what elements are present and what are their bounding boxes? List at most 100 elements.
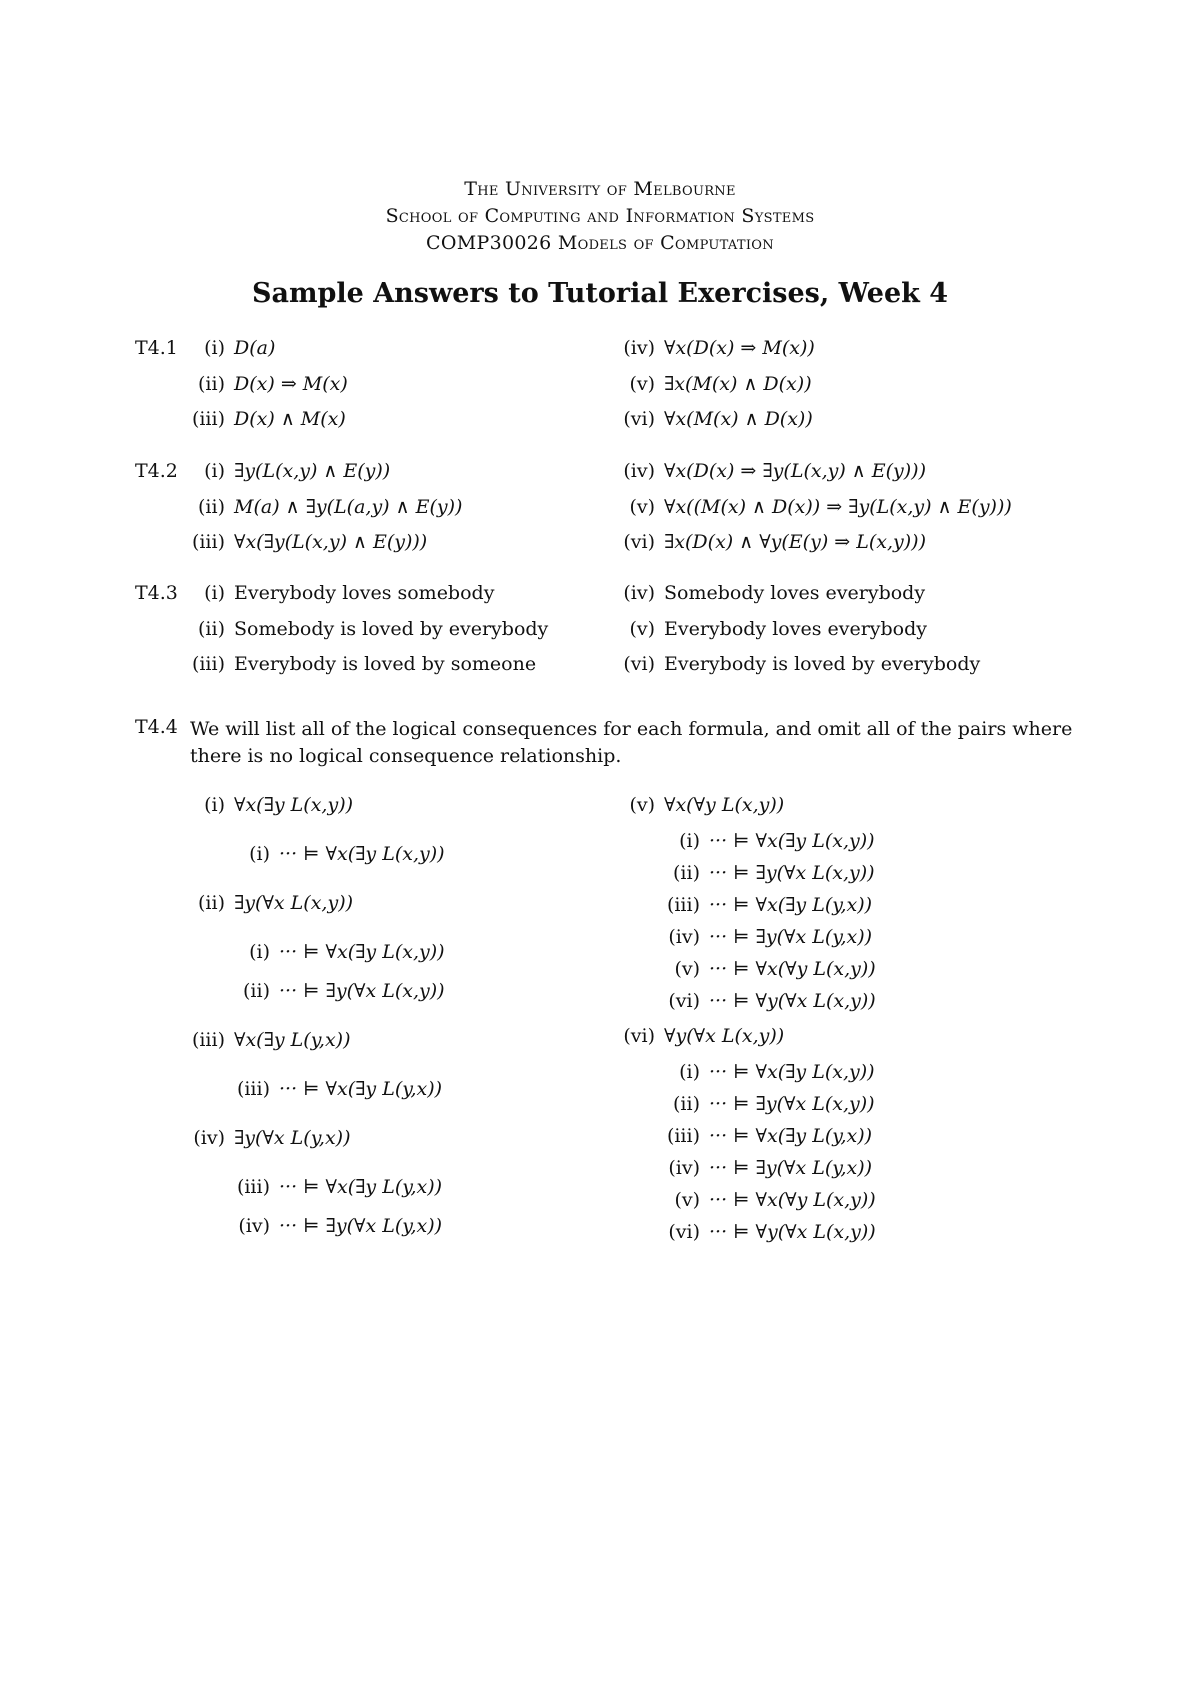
item-number: (iii) — [191, 408, 225, 430]
item-answer: Everybody is loved by someone — [234, 653, 537, 675]
consequence-number: (vi) — [668, 990, 700, 1012]
consequence: ··· ⊨ ∃y(∀x L(x,y)) — [279, 980, 445, 1002]
consequence: ··· ⊨ ∃y(∀x L(y,x)) — [709, 926, 873, 948]
item-number: (vi) — [623, 531, 655, 553]
item-number: (i) — [204, 582, 225, 604]
consequence: ··· ⊨ ∀x(∃y L(x,y)) — [279, 941, 445, 963]
formula-number: (iii) — [191, 1029, 225, 1051]
item-answer: D(x) ⇒ M(x) — [234, 372, 348, 395]
item-number: (v) — [629, 617, 655, 640]
item-answer: ∃x(D(x) ∧ ∀y(E(y) ⇒ L(x,y))) — [664, 531, 926, 553]
consequence: ··· ⊨ ∀y(∀x L(x,y)) — [709, 1221, 876, 1243]
consequence-number: (i) — [679, 830, 700, 852]
university-name: The University of Melbourne — [464, 178, 736, 200]
item-number: (vi) — [623, 653, 655, 675]
consequence-number: (ii) — [673, 862, 700, 884]
item-answer: Somebody is loved by everybody — [234, 617, 549, 640]
formula: ∃y(∀x L(x,y)) — [234, 892, 354, 914]
section-label: T4.1 — [135, 337, 178, 359]
consequence: ··· ⊨ ∀x(∃y L(x,y)) — [279, 843, 445, 865]
formula-item: (i) ∀x(∃y L(x,y)) — [175, 794, 353, 816]
consequence: ··· ⊨ ∀x(∃y L(y,x)) — [279, 1078, 443, 1100]
answer-item: (vi) ∃x(D(x) ∧ ∀y(E(y) ⇒ L(x,y))) — [605, 531, 926, 553]
consequence: ··· ⊨ ∀x(∃y L(y,x)) — [709, 894, 873, 916]
item-answer: ∀x((M(x) ∧ D(x)) ⇒ ∃y(L(x,y) ∧ E(y))) — [664, 495, 1012, 518]
item-answer: Everybody loves everybody — [664, 617, 928, 640]
section-label: T4.3 — [135, 582, 178, 604]
formula-item: (vi) ∀y(∀x L(x,y)) — [605, 1025, 784, 1047]
item-number: (i) — [204, 337, 225, 359]
consequence: ··· ⊨ ∀x(∃y L(y,x)) — [709, 1125, 873, 1147]
consequence-number: (iv) — [668, 1157, 700, 1179]
answer-item: (i) ∃y(L(x,y) ∧ E(y)) — [175, 460, 390, 482]
item-answer: ∀x(D(x) ⇒ ∃y(L(x,y) ∧ E(y))) — [664, 460, 926, 482]
item-number: (iv) — [623, 582, 655, 604]
consequence-number: (ii) — [673, 1093, 700, 1115]
item-number: (iv) — [623, 337, 655, 359]
item-answer: ∀x(∃y(L(x,y) ∧ E(y))) — [234, 531, 428, 553]
item-number: (v) — [629, 372, 655, 395]
consequence-number: (iv) — [668, 926, 700, 948]
answer-item: (iii) Everybody is loved by someone — [175, 653, 536, 675]
answer-item: (v) Everybody loves everybody — [605, 618, 927, 640]
item-answer: Everybody loves somebody — [234, 582, 495, 604]
consequence-item: (iii) ··· ⊨ ∀x(∃y L(y,x)) — [220, 1176, 442, 1198]
consequence-item: (ii) ··· ⊨ ∃y(∀x L(x,y)) — [650, 862, 875, 884]
consequence-item: (iii) ··· ⊨ ∀x(∃y L(y,x)) — [650, 1125, 872, 1147]
consequence-number: (ii) — [243, 980, 270, 1002]
item-number: (vi) — [623, 408, 655, 430]
item-answer: ∀x(D(x) ⇒ M(x)) — [664, 337, 815, 359]
answer-item: (i) Everybody loves somebody — [175, 582, 494, 604]
formula: ∃y(∀x L(y,x)) — [234, 1127, 351, 1149]
item-answer: D(x) ∧ M(x) — [234, 408, 346, 430]
answer-item: (vi) ∀x(M(x) ∧ D(x)) — [605, 408, 813, 430]
consequence-item: (i) ··· ⊨ ∀x(∃y L(x,y)) — [650, 830, 874, 852]
answer-item: (i) D(a) — [175, 337, 275, 359]
answer-item: (iv) ∀x(D(x) ⇒ M(x)) — [605, 337, 815, 359]
consequence: ··· ⊨ ∃y(∀x L(x,y)) — [709, 1093, 875, 1115]
answer-item: (v) ∃x(M(x) ∧ D(x)) — [605, 372, 812, 395]
consequence: ··· ⊨ ∃y(∀x L(y,x)) — [709, 1157, 873, 1179]
formula: ∀y(∀x L(x,y)) — [664, 1025, 785, 1047]
consequence: ··· ⊨ ∀x(∀y L(x,y)) — [709, 1189, 876, 1211]
item-answer: ∀x(M(x) ∧ D(x)) — [664, 408, 813, 430]
consequence-number: (i) — [249, 843, 270, 865]
consequence: ··· ⊨ ∀x(∀y L(x,y)) — [709, 958, 876, 980]
consequence: ··· ⊨ ∃y(∀x L(x,y)) — [709, 862, 875, 884]
consequence-number: (v) — [674, 1189, 700, 1211]
consequence-item: (i) ··· ⊨ ∀x(∃y L(x,y)) — [220, 941, 445, 963]
item-number: (ii) — [198, 372, 225, 395]
course-name: COMP30026 Models of Computation — [426, 232, 774, 254]
consequence: ··· ⊨ ∀y(∀x L(x,y)) — [709, 990, 876, 1012]
item-answer: Somebody loves everybody — [664, 582, 926, 604]
consequence-item: (iii) ··· ⊨ ∀x(∃y L(y,x)) — [220, 1078, 442, 1100]
consequence-number: (iv) — [238, 1215, 270, 1237]
item-number: (v) — [629, 495, 655, 518]
consequence-number: (iii) — [236, 1078, 270, 1100]
consequence-item: (vi) ··· ⊨ ∀y(∀x L(x,y)) — [650, 990, 876, 1012]
item-answer: M(a) ∧ ∃y(L(a,y) ∧ E(y)) — [234, 495, 463, 518]
answer-item: (ii) Somebody is loved by everybody — [175, 618, 548, 640]
formula-number: (i) — [204, 794, 225, 816]
formula-number: (v) — [629, 794, 655, 816]
page-title: Sample Answers to Tutorial Exercises, We… — [251, 278, 949, 309]
consequence-item: (ii) ··· ⊨ ∃y(∀x L(x,y)) — [650, 1093, 875, 1115]
formula-item: (iii) ∀x(∃y L(y,x)) — [175, 1029, 351, 1051]
item-answer: ∃x(M(x) ∧ D(x)) — [664, 372, 812, 395]
consequence-number: (i) — [679, 1061, 700, 1083]
formula-number: (iv) — [193, 1127, 225, 1149]
consequence-number: (v) — [674, 958, 700, 980]
consequence-item: (v) ··· ⊨ ∀x(∀y L(x,y)) — [650, 958, 876, 980]
consequence-item: (i) ··· ⊨ ∀x(∃y L(x,y)) — [650, 1061, 874, 1083]
formula: ∀x(∀y L(x,y)) — [664, 794, 785, 816]
section-label-t44: T4.4 — [135, 716, 178, 738]
t44-intro: We will list all of the logical conseque… — [190, 718, 1073, 767]
item-number: (i) — [204, 460, 225, 482]
school-name: School of Computing and Information Syst… — [385, 205, 815, 227]
consequence: ··· ⊨ ∀x(∃y L(y,x)) — [279, 1176, 443, 1198]
consequence-item: (v) ··· ⊨ ∀x(∀y L(x,y)) — [650, 1189, 876, 1211]
item-number: (ii) — [198, 617, 225, 640]
consequence-item: (iv) ··· ⊨ ∃y(∀x L(y,x)) — [650, 926, 872, 948]
consequence: ··· ⊨ ∃y(∀x L(y,x)) — [279, 1215, 443, 1237]
formula: ∀x(∃y L(x,y)) — [234, 794, 354, 816]
